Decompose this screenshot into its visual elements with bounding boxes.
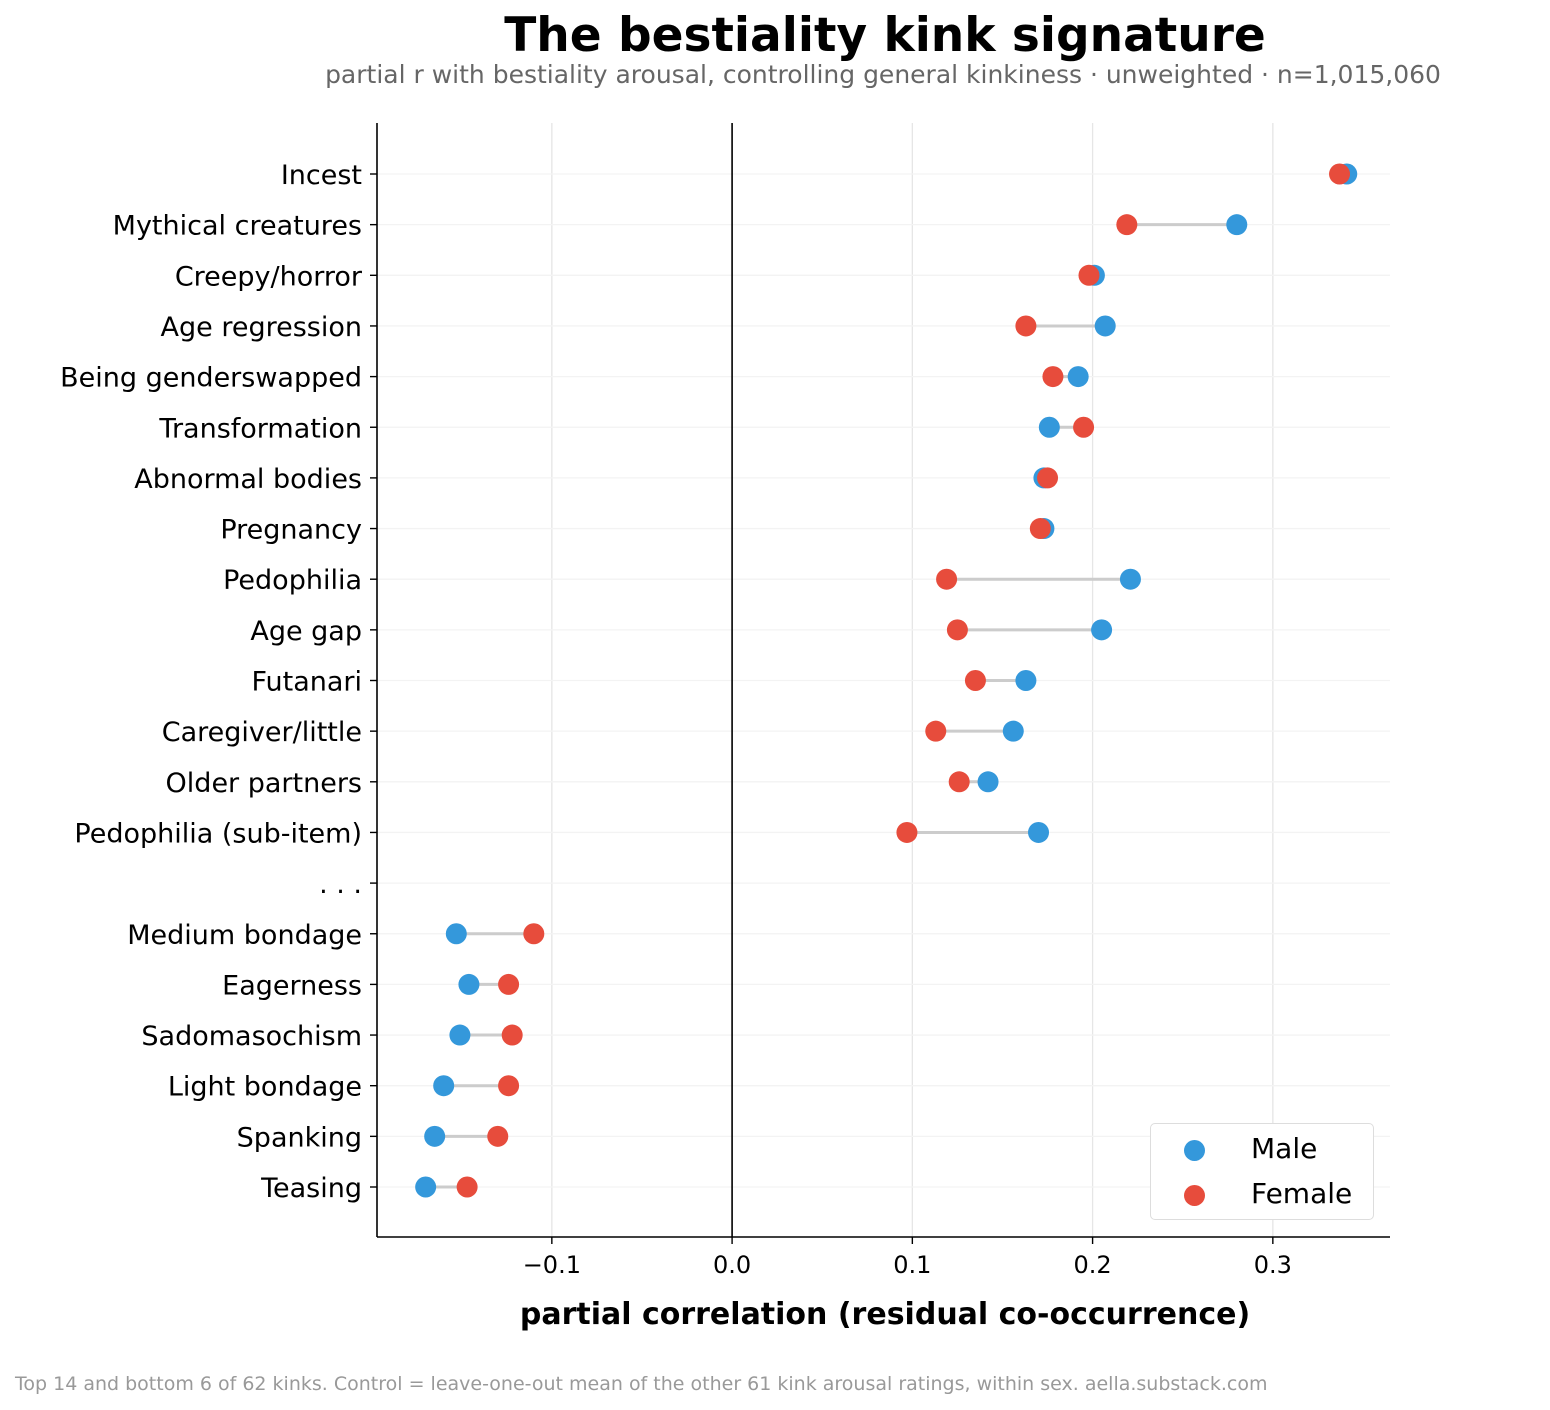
- point-female: [948, 771, 970, 793]
- point-female: [501, 1024, 523, 1046]
- point-male: [458, 973, 480, 995]
- x-tick-label: 0.3: [1254, 1251, 1292, 1279]
- y-tick-label: Creepy/horror: [175, 261, 363, 292]
- y-tick-label: Pregnancy: [220, 515, 362, 546]
- y-tick-label: Mythical creatures: [113, 211, 362, 242]
- y-tick-label: Older partners: [166, 768, 362, 799]
- y-tick-label: Abnormal bodies: [134, 464, 362, 495]
- y-tick-label: Spanking: [237, 1122, 362, 1153]
- point-female: [1015, 315, 1037, 337]
- x-tick-label: 0.2: [1074, 1251, 1112, 1279]
- point-male: [415, 1176, 437, 1198]
- y-tick-label: Incest: [281, 160, 362, 191]
- y-tick-label: Being genderswapped: [60, 363, 362, 394]
- point-male: [1119, 568, 1141, 590]
- point-male: [1015, 670, 1037, 691]
- point-male: [1067, 366, 1089, 388]
- y-tick-label: . . .: [319, 869, 362, 900]
- point-female: [896, 821, 918, 843]
- y-tick-label: Pedophilia (sub-item): [74, 818, 362, 849]
- legend-item-female: Female: [1151, 1175, 1375, 1215]
- point-female: [498, 973, 520, 995]
- point-male: [1226, 214, 1248, 236]
- x-tick-label: −0.1: [523, 1251, 581, 1279]
- point-male: [1028, 821, 1050, 843]
- legend-label-female: Female: [1251, 1177, 1353, 1210]
- point-female: [936, 568, 958, 590]
- legend-label-male: Male: [1251, 1132, 1318, 1165]
- point-female: [1116, 214, 1138, 236]
- point-female: [1029, 518, 1051, 540]
- point-male: [1038, 416, 1060, 438]
- y-tick-label: Medium bondage: [127, 920, 362, 951]
- point-male: [424, 1125, 446, 1147]
- legend-item-male: Male: [1151, 1130, 1375, 1170]
- chart-title: The bestiality kink signature: [504, 8, 1266, 63]
- chart-footnote: Top 14 and bottom 6 of 62 kinks. Control…: [15, 1373, 1268, 1395]
- point-female: [1042, 366, 1064, 388]
- grid-layer: [377, 123, 1390, 1237]
- y-tick-label: Caregiver/little: [162, 717, 362, 748]
- point-female: [946, 619, 968, 641]
- y-tick-label: Pedophilia: [223, 565, 362, 596]
- point-female: [964, 670, 986, 691]
- y-tick-label: Age regression: [161, 312, 362, 343]
- y-tick-label: Transformation: [158, 413, 362, 444]
- point-female: [523, 923, 545, 945]
- point-female: [1037, 467, 1059, 489]
- chart-subtitle: partial r with bestiality arousal, contr…: [325, 60, 1441, 89]
- y-tick-label: Eagerness: [222, 970, 362, 1001]
- x-tick-label: 0.0: [713, 1251, 751, 1279]
- point-male: [449, 1024, 471, 1046]
- point-male: [433, 1075, 455, 1097]
- legend: Male Female: [1150, 1123, 1374, 1220]
- point-male: [1094, 315, 1116, 337]
- y-tick-label: Light bondage: [168, 1072, 362, 1103]
- point-female: [487, 1125, 509, 1147]
- point-female: [1078, 264, 1100, 286]
- point-female: [1329, 163, 1351, 185]
- point-female: [1073, 416, 1095, 438]
- legend-marker-female: [1184, 1185, 1205, 1206]
- y-tick-label: Teasing: [260, 1173, 362, 1204]
- point-male: [1091, 619, 1113, 641]
- point-female: [925, 720, 947, 742]
- y-tick-label: Sadomasochism: [141, 1021, 362, 1052]
- y-tick-label: Futanari: [251, 667, 362, 698]
- point-female: [456, 1176, 478, 1198]
- point-male: [977, 771, 999, 793]
- point-layer: [415, 163, 1358, 1198]
- y-tick-label: Age gap: [250, 616, 362, 647]
- axis-layer: −0.1 0.0 0.1 0.2 0.3 Incest Mythical creatures…: [60, 123, 1390, 1279]
- point-male: [445, 923, 467, 945]
- point-female: [498, 1075, 520, 1097]
- point-male: [1002, 720, 1024, 742]
- legend-marker-male: [1184, 1140, 1205, 1161]
- x-axis-label: partial correlation (residual co-occurre…: [519, 1297, 1251, 1332]
- x-tick-label: 0.1: [893, 1251, 931, 1279]
